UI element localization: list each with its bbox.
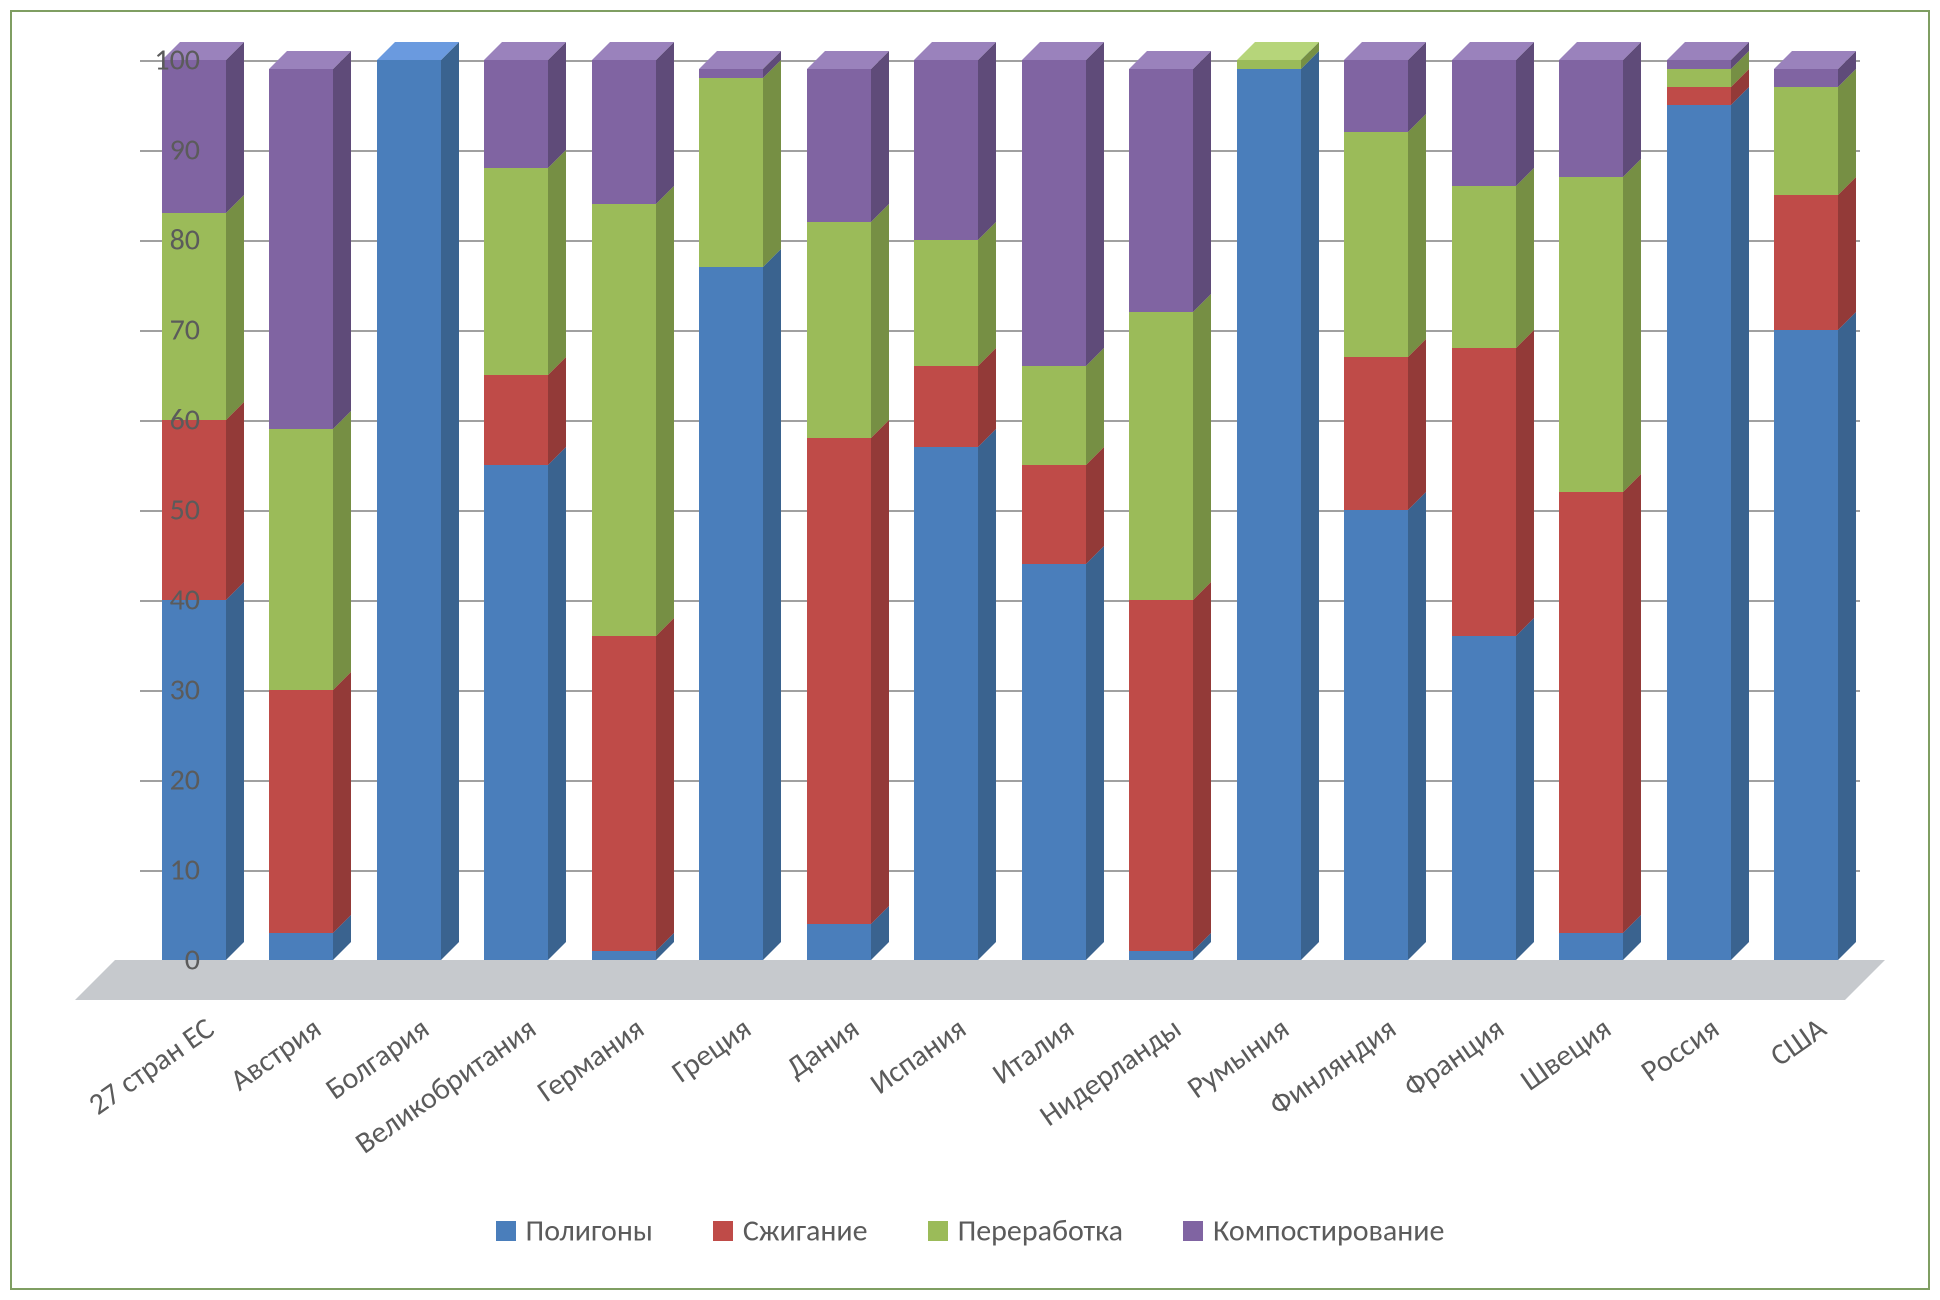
bar-segment-landfill bbox=[1129, 951, 1193, 960]
legend-item-landfill: Полигоны bbox=[496, 1210, 653, 1249]
bar-segment-recycle bbox=[1344, 132, 1408, 357]
y-tick-label: 40 bbox=[120, 582, 200, 619]
bar-segment-landfill bbox=[484, 465, 548, 960]
bar-segment-recycle bbox=[1774, 87, 1838, 195]
bar-segment-landfill bbox=[914, 447, 978, 960]
bar-segment-compost bbox=[1344, 60, 1408, 132]
bar-segment-recycle bbox=[1022, 366, 1086, 465]
y-tick-label: 60 bbox=[120, 402, 200, 439]
bar-segment-landfill bbox=[1774, 330, 1838, 960]
bar-segment-incinerate bbox=[1774, 195, 1838, 330]
bar-segment-recycle bbox=[269, 429, 333, 690]
bar-segment-recycle bbox=[1452, 186, 1516, 348]
bar-segment-incinerate bbox=[1129, 600, 1193, 951]
bar-segment-compost bbox=[1667, 60, 1731, 69]
bar-segment-landfill bbox=[1559, 933, 1623, 960]
y-tick-label: 90 bbox=[120, 132, 200, 169]
bar-segment-recycle bbox=[1237, 60, 1301, 69]
bar-segment-landfill bbox=[699, 267, 763, 960]
legend-swatch bbox=[713, 1221, 733, 1241]
x-axis-label: Испания bbox=[863, 1010, 973, 1102]
bar-segment-landfill bbox=[377, 60, 441, 960]
x-axis-label: США bbox=[1764, 1010, 1834, 1074]
bar-segment-recycle bbox=[1559, 177, 1623, 492]
bar-segment-compost bbox=[1129, 69, 1193, 312]
bar-segment-compost bbox=[699, 69, 763, 78]
bar-segment-landfill bbox=[592, 951, 656, 960]
bar-segment-incinerate bbox=[1452, 348, 1516, 636]
y-tick-label: 30 bbox=[120, 672, 200, 709]
bar-segment-compost bbox=[269, 69, 333, 429]
y-tick-label: 20 bbox=[120, 762, 200, 799]
y-tick-label: 80 bbox=[120, 222, 200, 259]
x-axis-label: Германия bbox=[530, 1010, 651, 1110]
legend-label: Компостирование bbox=[1213, 1212, 1444, 1249]
bar-segment-compost bbox=[1452, 60, 1516, 186]
bar-segment-incinerate bbox=[1667, 87, 1731, 105]
bar-segment-recycle bbox=[1667, 69, 1731, 87]
bar-segment-recycle bbox=[592, 204, 656, 636]
bar-segment-incinerate bbox=[1344, 357, 1408, 510]
bars-container bbox=[140, 60, 1860, 960]
legend-label: Полигоны bbox=[526, 1212, 653, 1249]
bar-segment-incinerate bbox=[914, 366, 978, 447]
legend-label: Сжигание bbox=[743, 1212, 868, 1249]
bar-segment-recycle bbox=[699, 78, 763, 267]
legend-swatch bbox=[1183, 1221, 1203, 1241]
bar-segment-incinerate bbox=[1022, 465, 1086, 564]
bar-segment-compost bbox=[1774, 69, 1838, 87]
bar-segment-incinerate bbox=[1559, 492, 1623, 933]
x-axis-label: Великобритания bbox=[349, 1010, 544, 1162]
chart-floor bbox=[75, 960, 1885, 1000]
legend-item-incinerate: Сжигание bbox=[713, 1210, 868, 1249]
legend-swatch bbox=[496, 1221, 516, 1241]
bar-segment-recycle bbox=[914, 240, 978, 366]
bar-segment-incinerate bbox=[269, 690, 333, 933]
bar-segment-incinerate bbox=[592, 636, 656, 951]
bar-segment-landfill bbox=[269, 933, 333, 960]
bar-segment-recycle bbox=[807, 222, 871, 438]
bar-segment-landfill bbox=[1667, 105, 1731, 960]
legend-item-compost: Компостирование bbox=[1183, 1210, 1444, 1249]
plot-area bbox=[140, 60, 1860, 960]
x-axis-label: Швеция bbox=[1514, 1010, 1619, 1099]
bar-segment-landfill bbox=[1452, 636, 1516, 960]
y-tick-label: 100 bbox=[120, 42, 200, 79]
y-tick-label: 10 bbox=[120, 852, 200, 889]
x-axis-label: Россия bbox=[1634, 1010, 1726, 1090]
x-axis-labels: 27 стран ЕСАвстрияБолгарияВеликобритания… bbox=[140, 1000, 1860, 1160]
legend-item-recycle: Переработка bbox=[928, 1210, 1123, 1249]
bar-segment-landfill bbox=[1022, 564, 1086, 960]
bar-segment-landfill bbox=[1344, 510, 1408, 960]
bar-segment-compost bbox=[592, 60, 656, 204]
x-axis-label: Дания bbox=[779, 1010, 866, 1086]
bar-segment-incinerate bbox=[484, 375, 548, 465]
legend-label: Переработка bbox=[958, 1212, 1123, 1249]
y-tick-label: 70 bbox=[120, 312, 200, 349]
x-axis-label: Австрия bbox=[224, 1010, 329, 1099]
legend-swatch bbox=[928, 1221, 948, 1241]
y-tick-label: 50 bbox=[120, 492, 200, 529]
bar-segment-compost bbox=[914, 60, 978, 240]
bar-segment-landfill bbox=[807, 924, 871, 960]
x-axis-label: Франция bbox=[1397, 1010, 1511, 1106]
bar-segment-recycle bbox=[484, 168, 548, 375]
bar-segment-compost bbox=[1022, 60, 1086, 366]
plot bbox=[140, 60, 1860, 960]
bar-segment-incinerate bbox=[807, 438, 871, 924]
legend: Полигоны Сжигание Переработка Компостирован… bbox=[0, 1210, 1940, 1249]
bar-segment-recycle bbox=[1129, 312, 1193, 600]
x-axis-label: Греция bbox=[665, 1010, 758, 1091]
bar-segment-landfill bbox=[1237, 69, 1301, 960]
bar-segment-compost bbox=[807, 69, 871, 222]
bar-segment-compost bbox=[1559, 60, 1623, 177]
bar-segment-compost bbox=[484, 60, 548, 168]
y-tick-label: 0 bbox=[120, 942, 200, 979]
